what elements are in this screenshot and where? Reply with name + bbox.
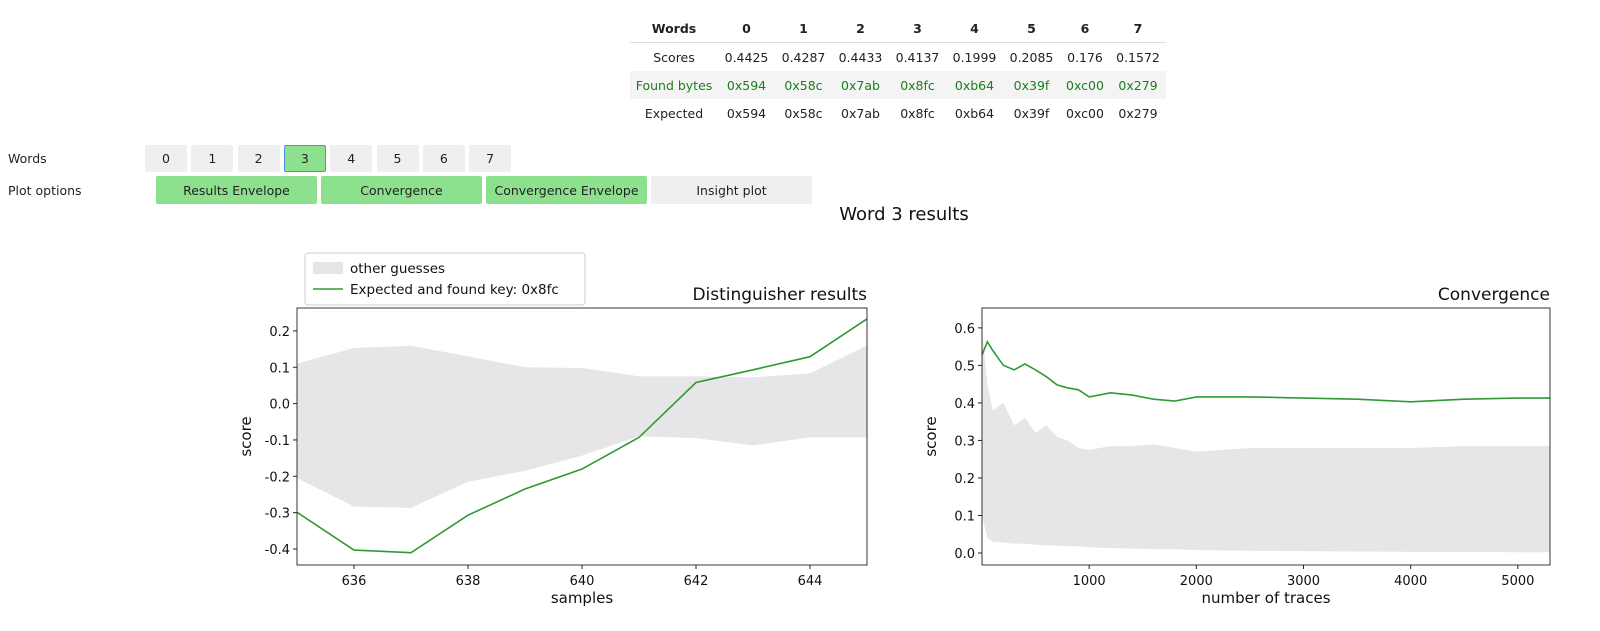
header-cell: 0 <box>718 14 775 43</box>
header-cell: 3 <box>889 14 946 43</box>
header-cell: 1 <box>775 14 832 43</box>
chart-title: Convergence <box>1438 285 1550 305</box>
table-cell: 0x39f <box>1003 71 1060 99</box>
envelope <box>297 345 867 508</box>
word-button[interactable]: 6 <box>422 145 465 172</box>
line <box>982 340 1550 403</box>
y-tick-label: 0.0 <box>269 398 290 413</box>
table-cell: 0x58c <box>775 71 832 99</box>
table-cell: 0.1999 <box>952 49 997 65</box>
legend-box <box>304 252 586 306</box>
table-row: Scores 0.4425 0.4287 0.4433 0.4137 0.1999 0.20… <box>630 43 1166 72</box>
table-cell: Scores <box>653 49 695 65</box>
x-tick-label: 2000 <box>1180 574 1213 589</box>
y-tick-label: 0.6 <box>954 322 975 337</box>
x-tick-label: 1000 <box>1073 574 1106 589</box>
y-tick-label: -0.4 <box>265 543 290 558</box>
results-table: Words 0 1 2 3 4 5 6 7 Scores 0.4425 0.4287 0.4433 0.4… <box>630 14 1166 127</box>
table-cell: 0.4287 <box>781 49 826 65</box>
header-cell: 4 <box>946 14 1003 43</box>
table-cell: 0x39f <box>1013 105 1050 121</box>
legend-swatch <box>313 262 343 274</box>
x-tick-label: 5000 <box>1501 574 1534 589</box>
table-cell: 0x594 <box>726 105 767 121</box>
table-cell: 0x8fc <box>900 105 935 121</box>
y-tick-label: -0.2 <box>265 470 290 485</box>
word-button[interactable]: 0 <box>145 145 187 172</box>
table-cell: 0.2085 <box>1009 49 1054 65</box>
table-cell: 0xb64 <box>946 71 1003 99</box>
plot-options-label: Plot options <box>8 183 82 198</box>
table-cell: 0x594 <box>718 71 775 99</box>
x-axis-label: samples <box>551 589 614 607</box>
envelope <box>982 327 1550 553</box>
table-cell: 0xc00 <box>1060 71 1110 99</box>
y-axis-label: score <box>922 416 940 456</box>
y-tick-label: -0.3 <box>265 507 290 522</box>
y-tick-label: 0.3 <box>954 434 975 449</box>
y-tick-label: 0.2 <box>269 325 290 340</box>
table-cell: 0.4425 <box>724 49 769 65</box>
word-button[interactable]: 2 <box>237 145 280 172</box>
y-tick-label: 0.0 <box>954 547 975 562</box>
y-tick-label: 0.1 <box>954 509 975 524</box>
header-row: Words 0 1 2 3 4 5 6 7 <box>630 14 1166 43</box>
table-cell: 0x58c <box>784 105 823 121</box>
table-cell: 0x8fc <box>889 71 946 99</box>
table-row: Expected 0x594 0x58c 0x7ab 0x8fc 0xb64 0x39f 0x… <box>630 99 1166 127</box>
x-tick-label: 638 <box>456 574 481 589</box>
table-cell: 0xc00 <box>1066 105 1104 121</box>
x-tick-label: 636 <box>342 574 367 589</box>
word-button[interactable]: 1 <box>191 145 234 172</box>
header-cell: Words <box>630 14 718 43</box>
line <box>297 318 867 554</box>
table-cell: 0x7ab <box>832 71 889 99</box>
table-cell: 0.4433 <box>838 49 883 65</box>
word-button[interactable]: 3 <box>283 145 326 172</box>
figure-title: Word 3 results <box>839 204 968 225</box>
x-axis-label: number of traces <box>1201 589 1330 607</box>
table-row: Found bytes 0x594 0x58c 0x7ab 0x8fc 0xb64 0x39… <box>630 71 1166 99</box>
y-tick-label: 0.4 <box>954 397 975 412</box>
words-label: Words <box>8 151 47 166</box>
header-cell: 6 <box>1060 14 1110 43</box>
plot-option-button[interactable]: Insight plot <box>651 176 812 204</box>
plot-option-button[interactable]: Convergence Envelope <box>486 176 647 204</box>
word-button[interactable]: 7 <box>469 145 512 172</box>
chart-title: Distinguisher results <box>692 285 867 305</box>
table-cell: 0x279 <box>1118 105 1158 121</box>
legend-label: Expected and found key: 0x8fc <box>350 282 559 298</box>
table-cell: 0x279 <box>1110 71 1166 99</box>
x-tick-label: 640 <box>570 574 595 589</box>
plot-option-button[interactable]: Results Envelope <box>156 176 317 204</box>
header-cell: 2 <box>832 14 889 43</box>
table-cell: 0.176 <box>1067 49 1103 65</box>
header-cell: 7 <box>1110 14 1166 43</box>
plot-frame <box>981 307 1551 566</box>
x-tick-label: 4000 <box>1394 574 1427 589</box>
y-tick-label: 0.1 <box>269 361 290 376</box>
y-tick-label: -0.1 <box>265 434 290 449</box>
x-tick-label: 3000 <box>1287 574 1320 589</box>
plot-option-button[interactable]: Convergence <box>321 176 482 204</box>
table-cell: Found bytes <box>630 71 718 99</box>
x-tick-label: 642 <box>684 574 709 589</box>
y-tick-label: 0.5 <box>954 359 975 374</box>
y-axis-label: score <box>237 416 255 456</box>
header-cell: 5 <box>1003 14 1060 43</box>
word-button[interactable]: 4 <box>330 145 373 172</box>
x-tick-label: 644 <box>798 574 823 589</box>
table-cell: 0xb64 <box>954 105 995 121</box>
table-cell: 0.4137 <box>895 49 940 65</box>
y-tick-label: 0.2 <box>954 472 975 487</box>
table-cell: 0x7ab <box>841 105 880 121</box>
table-cell: 0.1572 <box>1116 49 1160 65</box>
word-button[interactable]: 5 <box>376 145 419 172</box>
table-cell: Expected <box>644 105 704 121</box>
legend-label: other guesses <box>350 261 445 277</box>
